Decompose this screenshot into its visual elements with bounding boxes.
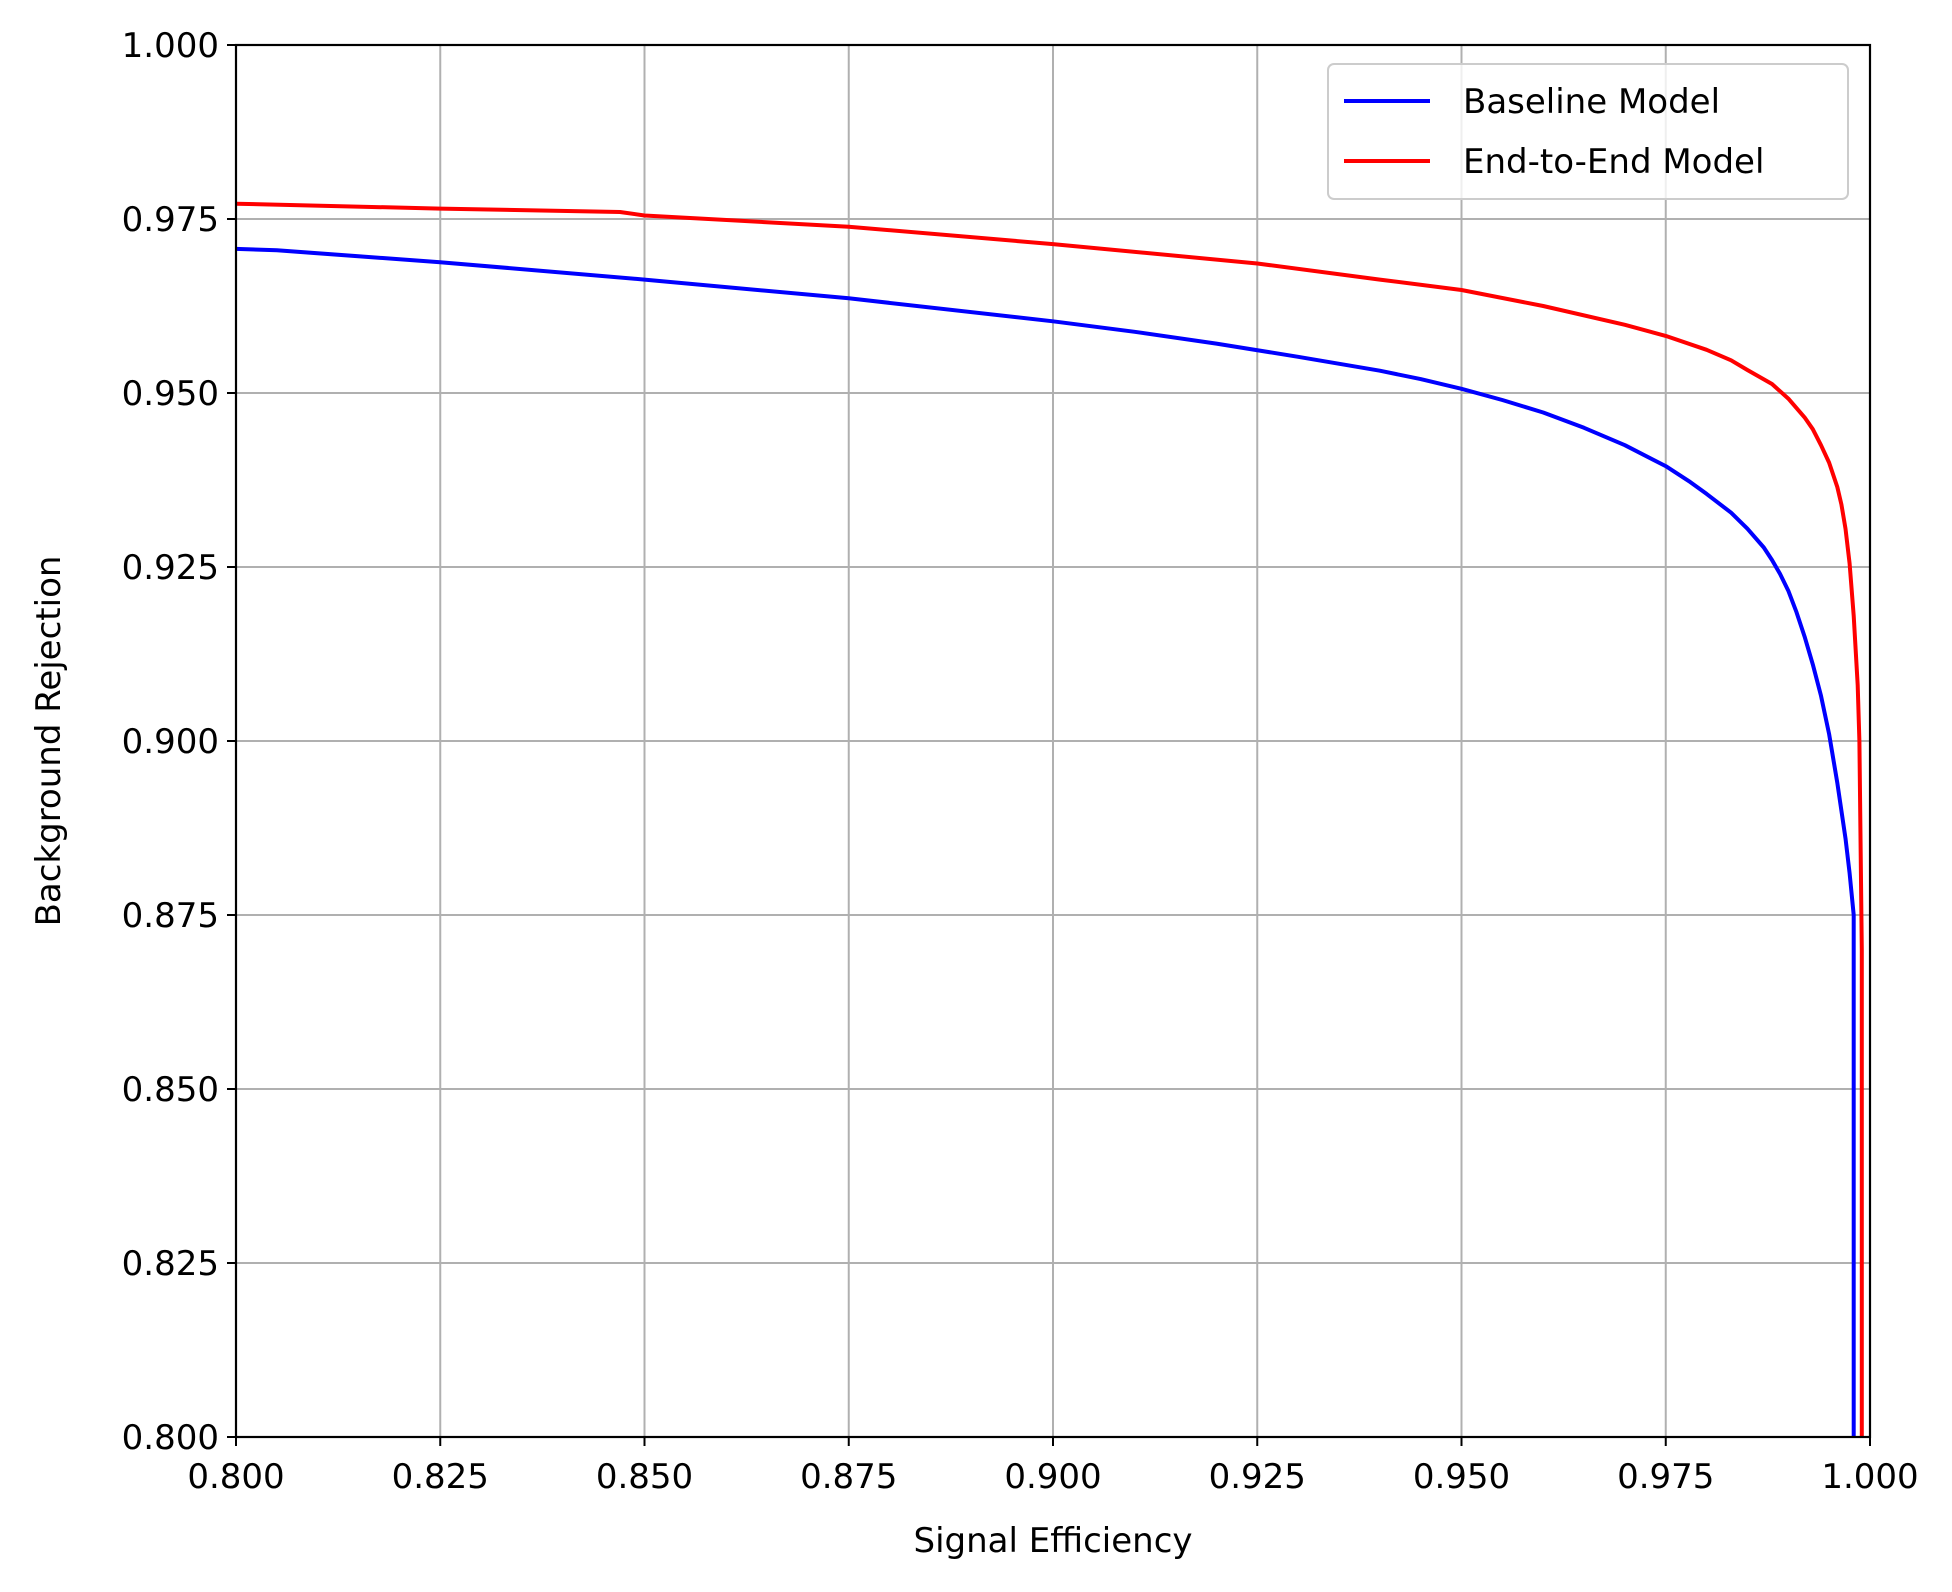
series-line-end-to-end: [235, 201, 1864, 1437]
x-tick-label: 0.875: [800, 1457, 897, 1497]
x-tick-label: 0.950: [1413, 1457, 1510, 1497]
x-tick-label: 0.925: [1209, 1457, 1306, 1497]
x-tick-label: 0.900: [1004, 1457, 1101, 1497]
y-tick-label: 0.800: [122, 1418, 219, 1458]
y-tick-label: 1.000: [122, 26, 219, 66]
y-tick-label: 0.975: [122, 200, 219, 240]
y-tick-label: 0.875: [122, 896, 219, 936]
legend: Baseline Model End-to-End Model: [1327, 63, 1849, 200]
x-tick-label: 0.800: [187, 1457, 284, 1497]
y-tick-label: 0.825: [122, 1244, 219, 1284]
y-tick-label: 0.850: [122, 1070, 219, 1110]
series-line-baseline: [235, 246, 1856, 1437]
y-tick-label: 0.950: [122, 374, 219, 414]
y-axis-ticks: 0.800 0.825 0.850 0.875 0.900 0.925 0.950 0.975…: [122, 26, 236, 1458]
legend-label-end-to-end: End-to-End Model: [1463, 142, 1764, 182]
x-tick-label: 0.825: [392, 1457, 489, 1497]
y-tick-label: 0.900: [122, 722, 219, 762]
legend-label-baseline: Baseline Model: [1463, 82, 1720, 122]
x-axis-title: Signal Efficiency: [913, 1521, 1192, 1561]
y-tick-label: 0.925: [122, 548, 219, 588]
legend-box: [1327, 63, 1849, 200]
y-axis-title: Background Rejection: [29, 556, 69, 927]
series-lines: [235, 201, 1864, 1437]
x-tick-label: 1.000: [1821, 1457, 1918, 1497]
x-tick-label: 0.850: [596, 1457, 693, 1497]
grid: [235, 44, 1871, 1438]
x-axis-ticks: 0.800 0.825 0.850 0.875 0.900 0.925 0.950 0.975…: [187, 1437, 1919, 1497]
x-tick-label: 0.975: [1617, 1457, 1714, 1497]
